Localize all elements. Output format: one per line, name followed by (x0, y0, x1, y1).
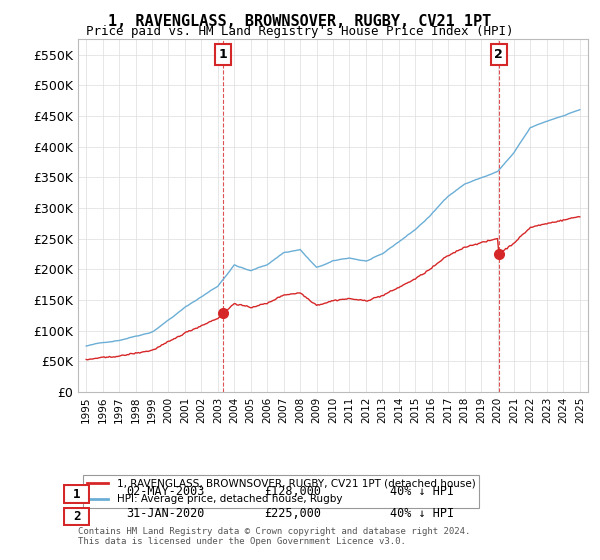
Text: 2: 2 (73, 510, 80, 523)
Text: Contains HM Land Registry data © Crown copyright and database right 2024.
This d: Contains HM Land Registry data © Crown c… (78, 526, 470, 546)
Text: 40% ↓ HPI: 40% ↓ HPI (390, 484, 454, 498)
Text: 1: 1 (73, 488, 80, 501)
Legend: 1, RAVENGLASS, BROWNSOVER, RUGBY, CV21 1PT (detached house), HPI: Average price,: 1, RAVENGLASS, BROWNSOVER, RUGBY, CV21 1… (83, 475, 479, 508)
Text: 1: 1 (219, 48, 227, 61)
Text: 1, RAVENGLASS, BROWNSOVER, RUGBY, CV21 1PT: 1, RAVENGLASS, BROWNSOVER, RUGBY, CV21 1… (109, 14, 491, 29)
Text: Price paid vs. HM Land Registry's House Price Index (HPI): Price paid vs. HM Land Registry's House … (86, 25, 514, 38)
Text: 02-MAY-2003: 02-MAY-2003 (126, 484, 205, 498)
FancyBboxPatch shape (64, 486, 89, 503)
Text: 31-JAN-2020: 31-JAN-2020 (126, 507, 205, 520)
Text: 40% ↓ HPI: 40% ↓ HPI (390, 507, 454, 520)
Text: £225,000: £225,000 (264, 507, 321, 520)
Text: 2: 2 (494, 48, 503, 61)
Text: £128,000: £128,000 (264, 484, 321, 498)
FancyBboxPatch shape (64, 508, 89, 525)
